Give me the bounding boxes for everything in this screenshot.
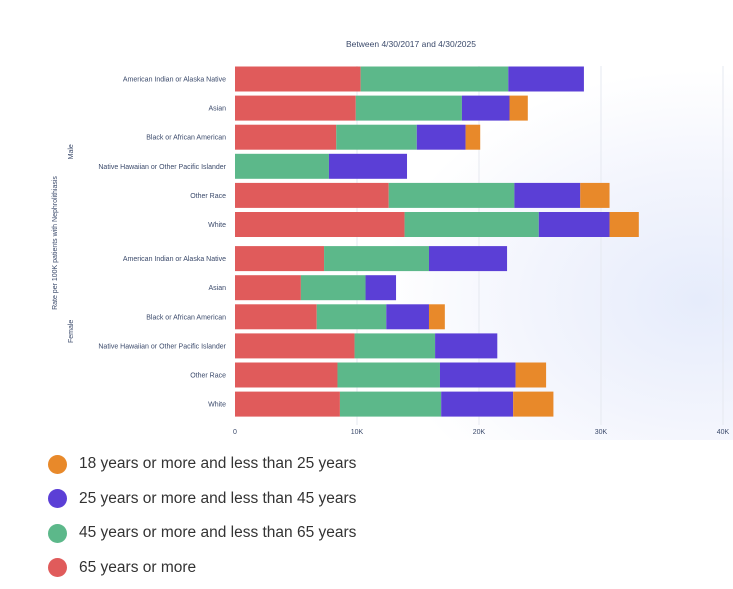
- bar-segment: [235, 212, 405, 237]
- category-label: Asian: [208, 285, 226, 292]
- category-label: American Indian or Alaska Native: [123, 77, 226, 84]
- bar-segment: [386, 304, 429, 330]
- bar-segment: [514, 182, 581, 208]
- bar-segment: [538, 212, 610, 237]
- category-label: Black or African American: [146, 314, 226, 321]
- bar-segment: [515, 362, 547, 388]
- category-label: Native Hawaiian or Other Pacific Islande…: [98, 343, 226, 350]
- bar-segment: [461, 95, 510, 121]
- group-label: Female: [68, 320, 75, 343]
- category-label: American Indian or Alaska Native: [123, 256, 226, 263]
- bar-segment: [324, 246, 429, 272]
- legend-item-45-64[interactable]: 45 years or more and less than 65 years: [48, 516, 648, 551]
- category-label: Black or African American: [146, 135, 226, 142]
- bar-segment: [509, 95, 528, 121]
- bar-segment: [609, 212, 639, 237]
- bar-segment: [428, 246, 508, 272]
- x-tick-label: 30K: [595, 429, 608, 436]
- bar-segment: [235, 153, 329, 179]
- bar-segment: [416, 124, 466, 150]
- bar-segment: [355, 95, 462, 121]
- bar-segment: [235, 182, 389, 208]
- legend-label: 25 years or more and less than 45 years: [79, 489, 357, 507]
- legend-swatch: [48, 523, 67, 543]
- category-label: Asian: [208, 106, 226, 113]
- legend-item-25-44[interactable]: 25 years or more and less than 45 years: [48, 482, 648, 517]
- bar-segment: [441, 391, 514, 417]
- legend-swatch: [48, 489, 67, 509]
- bar-segment: [316, 304, 387, 330]
- bar-segment: [235, 391, 340, 417]
- x-tick-label: 20K: [473, 429, 486, 436]
- bar-segment: [336, 124, 417, 150]
- category-label: White: [208, 402, 226, 409]
- bar-segment: [235, 304, 317, 330]
- legend-swatch: [48, 454, 67, 474]
- bar-segment: [388, 182, 515, 208]
- x-tick-label: 40K: [717, 429, 730, 436]
- category-label: Native Hawaiian or Other Pacific Islande…: [98, 164, 226, 171]
- bar-segment: [235, 275, 301, 301]
- bar-segment: [508, 66, 584, 92]
- legend-swatch: [48, 558, 67, 578]
- bar-segment: [300, 275, 366, 301]
- bar-segment: [513, 391, 554, 417]
- bar-segment: [235, 66, 361, 92]
- bar-segment: [404, 212, 539, 237]
- bar-segment: [235, 362, 338, 388]
- bar-segment: [339, 391, 442, 417]
- bar-segment: [235, 246, 325, 272]
- bar-segment: [354, 333, 436, 359]
- bar-segment: [360, 66, 509, 92]
- bar-segment: [235, 95, 356, 121]
- y-axis-label: Rate per 100K patients with Nephrolithia…: [52, 176, 59, 310]
- bar-segment: [428, 304, 445, 330]
- bar-segment: [328, 153, 408, 179]
- bar-segment: [235, 124, 337, 150]
- legend: 18 years or more and less than 25 years …: [48, 447, 648, 585]
- legend-label: 45 years or more and less than 65 years: [79, 524, 357, 542]
- category-label: Other Race: [190, 193, 226, 200]
- group-label: Male: [68, 144, 75, 159]
- x-tick-label: 0: [233, 429, 237, 436]
- bar-segment: [235, 333, 355, 359]
- stacked-bar-chart: Between 4/30/2017 and 4/30/2025 Rate per …: [52, 39, 730, 436]
- bar-segment: [580, 182, 610, 208]
- category-label: White: [208, 222, 226, 229]
- bar-segment: [435, 333, 498, 359]
- legend-label: 65 years or more: [79, 558, 197, 576]
- legend-item-65-plus[interactable]: 65 years or more: [48, 551, 648, 586]
- bar-segment: [365, 275, 397, 301]
- chart-subtitle: Between 4/30/2017 and 4/30/2025: [346, 39, 476, 49]
- bar-segment: [465, 124, 481, 150]
- chart-area: Between 4/30/2017 and 4/30/2025 Rate per …: [0, 0, 733, 440]
- bar-segment: [337, 362, 440, 388]
- category-label: Other Race: [190, 373, 226, 380]
- legend-label: 18 years or more and less than 25 years: [79, 455, 357, 473]
- bar-segment: [439, 362, 516, 388]
- legend-item-18-24[interactable]: 18 years or more and less than 25 years: [48, 447, 648, 482]
- x-tick-label: 10K: [351, 429, 364, 436]
